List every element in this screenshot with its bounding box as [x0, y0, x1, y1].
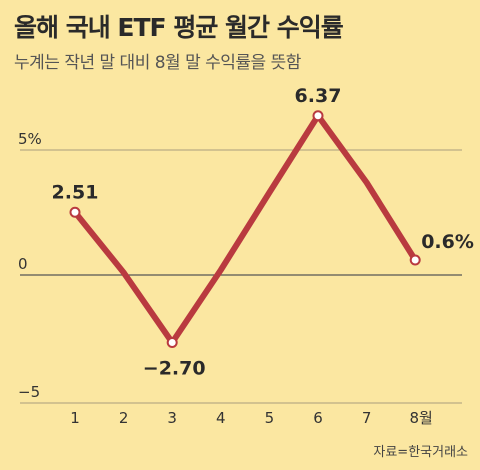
data-point	[312, 110, 324, 122]
y-tick-label: 5%	[18, 130, 42, 148]
data-label: 0.6%	[421, 231, 474, 253]
data-label: −2.70	[143, 358, 206, 380]
x-tick-label: 2	[119, 409, 129, 427]
x-tick-label: 1	[70, 409, 80, 427]
x-tick-label: 3	[167, 409, 177, 427]
data-point	[409, 254, 421, 266]
data-point	[69, 206, 81, 218]
x-tick-label: 7	[362, 409, 372, 427]
x-tick-label: 4	[216, 409, 226, 427]
chart-title: 올해 국내 ETF 평균 월간 수익률	[14, 13, 344, 42]
x-tick-label: 8월	[410, 409, 433, 427]
y-tick-label: 0	[18, 255, 28, 273]
chart-subtitle: 누계는 작년 말 대비 8월 말 수익률을 뜻함	[14, 53, 301, 73]
data-label: 6.37	[295, 85, 342, 107]
x-tick-label: 5	[265, 409, 275, 427]
source-note: 자료=한국거래소	[373, 445, 468, 460]
data-label: 2.51	[52, 181, 99, 203]
data-point	[166, 337, 178, 348]
y-tick-label: −5	[18, 383, 40, 401]
x-tick-label: 6	[313, 409, 323, 427]
series-line	[72, 112, 419, 346]
